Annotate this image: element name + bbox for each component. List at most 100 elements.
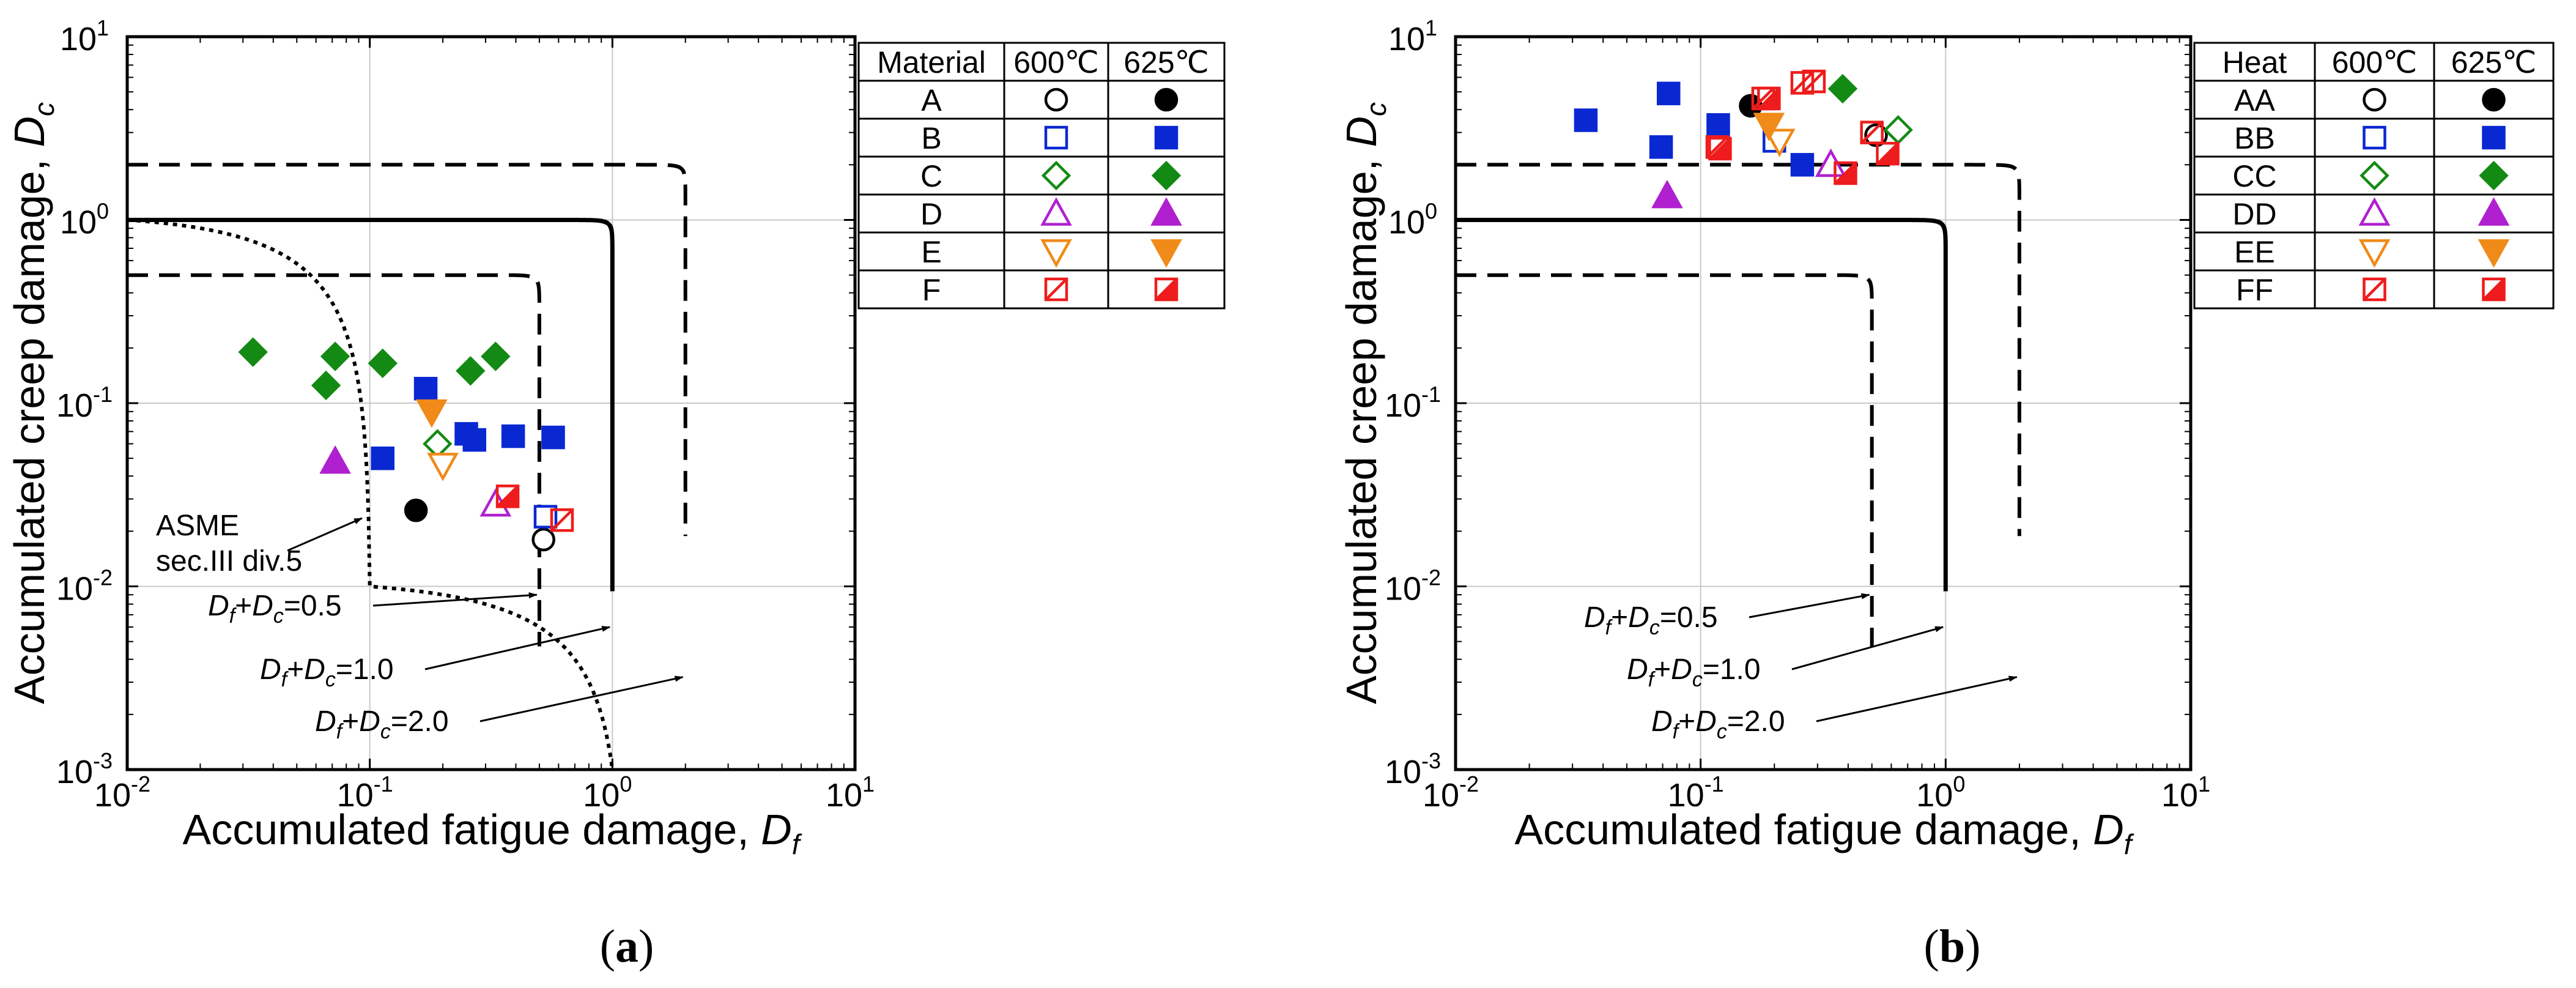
data-point-bb-625	[1706, 113, 1730, 137]
annotation-value: =2.0	[391, 705, 449, 738]
data-point-ff-625	[1876, 141, 1900, 166]
tick-base: 10	[826, 777, 862, 814]
chart-panel-a: 10-2 10-1 100 10110-310-210-1100101Accumula…	[6, 15, 1226, 972]
data-point-b-625	[371, 446, 394, 470]
y-tick-label: 100	[60, 199, 109, 241]
chart-panel-b: 10-2 10-1 100 10110-310-210-1100101Accumula…	[1338, 15, 2555, 972]
legend-marker-625	[1150, 239, 1182, 268]
annotation-value: =0.5	[284, 590, 342, 622]
data-point-ff-600-diagonal	[1802, 70, 1826, 93]
legend-marker-625	[1154, 87, 1179, 112]
y-tick-label: 10-1	[1385, 382, 1441, 424]
x-axis-title-text: Accumulated fatigue damage,	[183, 806, 761, 853]
tick-base: 10	[337, 777, 374, 814]
legend-marker-600	[1040, 197, 1072, 226]
data-point-ff-600-diagonal	[1860, 121, 1884, 144]
annotation-value: =1.0	[336, 653, 394, 686]
data-point-ff-600	[1860, 121, 1884, 144]
annotation-sub: c	[1692, 668, 1703, 691]
x-tick-label: 100	[583, 771, 632, 814]
legend-marker-625	[2482, 125, 2506, 150]
data-point-ff-625-diagonal	[1757, 87, 1780, 110]
data-point-f-625-diagonal	[496, 485, 519, 508]
y-tick-label: 10-2	[1385, 565, 1441, 607]
legend-marker-600	[1044, 87, 1068, 112]
legend-row-label: D	[920, 197, 942, 231]
y-tick-label: 10-2	[56, 565, 113, 607]
legend-marker-600-diagonal	[1045, 278, 1068, 301]
legend-marker-600	[2358, 239, 2391, 268]
legend-marker-625-diagonal	[2482, 278, 2506, 301]
data-point-b-625	[541, 425, 565, 450]
legend-header: Material	[877, 45, 986, 80]
data-point-ff-625-diagonal	[1876, 142, 1900, 165]
legend-marker-625	[1150, 197, 1182, 226]
tick-base: 10	[1385, 571, 1421, 607]
data-points	[238, 337, 574, 552]
envelope-group	[1456, 163, 2021, 647]
annotation-value: =0.5	[1660, 601, 1718, 634]
annotation-sub: c	[1717, 720, 1727, 743]
tick-exponent: -1	[374, 771, 393, 797]
legend-marker-600	[1040, 239, 1072, 268]
y-axis-title-subscript: c	[1360, 102, 1392, 116]
data-point-c-625	[320, 341, 350, 371]
legend-row-label: C	[920, 159, 942, 193]
tick-base: 10	[60, 21, 97, 58]
tick-exponent: -1	[93, 382, 113, 407]
panel-label-letter: a	[615, 921, 638, 972]
legend-header: Heat	[2223, 45, 2287, 80]
legend-marker-625	[1151, 160, 1182, 191]
y-axis-title-text: Accumulated creep damage,	[6, 147, 53, 705]
data-point-dd-625	[1651, 179, 1683, 209]
legend-marker-625	[1154, 125, 1179, 150]
legend-marker-625	[2478, 197, 2510, 226]
legend-marker-600	[2363, 277, 2386, 302]
data-point-b-625	[413, 377, 438, 401]
x-axis-title-symbol: D	[761, 806, 792, 853]
annotation-symbol: D	[304, 653, 325, 686]
legend-marker-600-diagonal	[2363, 278, 2386, 301]
data-point-a-625	[404, 498, 428, 522]
legend-marker-600	[2358, 197, 2391, 226]
legend-marker-600	[2363, 87, 2386, 112]
annotation-sum-0-5: Df+Dc=0.5	[1584, 601, 1718, 639]
annotation-arrow	[1791, 626, 1944, 670]
legend-row-label: FF	[2236, 273, 2273, 307]
tick-base: 10	[56, 754, 93, 790]
data-point-ff-625-diagonal	[1708, 137, 1731, 160]
y-axis-title: Accumulated creep damage, Dc	[6, 102, 60, 704]
data-point-ff-600-diagonal	[1752, 87, 1775, 110]
tick-exponent: 0	[1425, 199, 1437, 224]
legend-row-label: B	[921, 121, 941, 155]
envelope-curve-df-dc-2-0	[127, 163, 687, 537]
x-axis-title-subscript: f	[2124, 828, 2134, 860]
annotation-symbol: D	[1627, 653, 1648, 686]
y-axis-title-symbol: D	[6, 116, 53, 147]
legend-marker-600	[2363, 125, 2386, 150]
data-point-c-625	[368, 348, 398, 379]
legend-marker-625	[2482, 277, 2506, 302]
legend-marker-625	[2479, 160, 2509, 191]
envelope-curve-asme-sec-iii-div-5	[127, 218, 615, 770]
data-point-c-625	[238, 337, 268, 367]
data-point-cc-600	[1883, 115, 1913, 145]
annotation-line: sec.III div.5	[156, 545, 302, 578]
annotation-asme: ASME sec.III div.5	[156, 510, 302, 578]
legend-header: 600℃	[1013, 45, 1099, 80]
panel-label-paren: )	[638, 921, 654, 972]
annotation-symbol: D	[315, 705, 336, 738]
annotation-op: +	[342, 705, 359, 738]
annotation-symbol: D	[1695, 705, 1717, 738]
legend-header: 600℃	[2332, 45, 2418, 80]
data-point-c-625	[456, 356, 486, 386]
data-point-b-625	[501, 424, 525, 448]
y-tick-label: 101	[60, 15, 109, 58]
legend-marker-600	[1044, 277, 1068, 302]
annotation-sum-0-5: Df+Dc=0.5	[208, 590, 342, 628]
panel-label-paren: )	[1965, 921, 1980, 972]
annotation-symbol: D	[1628, 601, 1649, 634]
x-axis-title: Accumulated fatigue damage, Df	[183, 806, 802, 860]
annotation-op: +	[287, 653, 304, 686]
